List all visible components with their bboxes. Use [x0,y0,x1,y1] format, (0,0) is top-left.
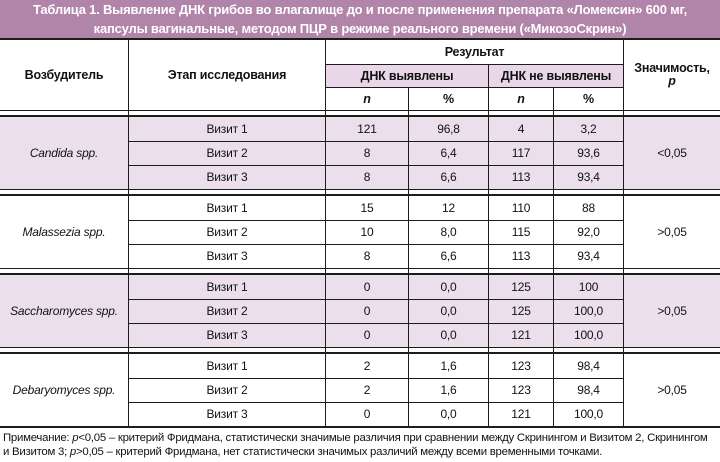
detected-n-cell: 2 [325,354,408,378]
detected-n-cell: 8 [325,244,408,268]
not-detected-n-cell: 123 [488,354,553,378]
stage-cell: Визит 3 [128,323,325,347]
not-detected-n-cell: 113 [488,165,553,189]
header-pathogen: Возбудитель [24,67,104,82]
header-significance-p: p [668,74,676,88]
footnote-text-2: >0,05 – критерий Фридмана, нет статистич… [76,446,603,458]
detected-n-cell: 0 [325,402,408,426]
table-title-bar: Таблица 1. Выявление ДНК грибов во влага… [0,0,720,40]
stage-cell: Визит 3 [128,244,325,268]
header-result: Результат [325,40,623,64]
significance-value: >0,05 [623,196,720,268]
detected-n-cell: 0 [325,323,408,347]
table-title-line2: капсулы вагинальные, методом ПЦР в режим… [93,21,627,36]
pathogen-name: Malassezia spp. [22,224,106,239]
not-detected-n-cell: 123 [488,378,553,402]
pathogen-name: Saccharomyces spp. [10,303,118,318]
not-detected-n-cell: 125 [488,299,553,323]
header-dna-detected: ДНК выявлены [325,64,488,87]
significance-value: >0,05 [623,354,720,426]
detected-n-cell: 2 [325,378,408,402]
stage-cell: Визит 2 [128,220,325,244]
not-detected-n-cell: 117 [488,141,553,165]
header-significance-word: Значимость, [634,61,710,75]
stage-cell: Визит 3 [128,402,325,426]
not-detected-n-cell: 113 [488,244,553,268]
footnote-p-symbol: p [69,446,77,458]
footnote-text-1: <0,05 – критерий Фридмана, статистически… [3,432,708,458]
detected-pct-cell: 0,0 [408,299,488,323]
footnote-p-symbol: p [72,432,79,444]
stage-cell: Визит 2 [128,141,325,165]
not-detected-pct-cell: 92,0 [553,220,623,244]
section-saccharomyces: Saccharomyces spp. Визит 1 0 0,0 125 100… [0,275,720,347]
stage-cell: Визит 2 [128,378,325,402]
not-detected-pct-cell: 93,4 [553,165,623,189]
section-divider [0,347,720,354]
pathogen-name: Candida spp. [29,145,99,160]
significance-value: >0,05 [623,275,720,347]
detected-pct-cell: 8,0 [408,220,488,244]
detected-pct-cell: 1,6 [408,354,488,378]
detected-pct-cell: 96,8 [408,117,488,141]
significance-value: <0,05 [623,117,720,189]
section-divider [0,189,720,196]
detected-pct-cell: 0,0 [408,323,488,347]
stage-cell: Визит 1 [128,354,325,378]
detected-pct-cell: 0,0 [408,275,488,299]
section-malassezia: Malassezia spp. Визит 1 15 12 110 88 Виз… [0,196,720,268]
header-dna-not-detected: ДНК не выявлены [488,64,623,87]
stage-cell: Визит 1 [128,275,325,299]
header-n-detected: n [325,87,408,110]
detected-pct-cell: 1,6 [408,378,488,402]
not-detected-pct-cell: 3,2 [553,117,623,141]
detected-pct-cell: 0,0 [408,402,488,426]
header-significance: Значимость, p [623,40,720,110]
not-detected-pct-cell: 100,0 [553,402,623,426]
detected-n-cell: 121 [325,117,408,141]
not-detected-pct-cell: 93,6 [553,141,623,165]
detected-n-cell: 10 [325,220,408,244]
stage-cell: Визит 1 [128,196,325,220]
not-detected-pct-cell: 100,0 [553,323,623,347]
not-detected-n-cell: 125 [488,275,553,299]
not-detected-n-cell: 4 [488,117,553,141]
stage-cell: Визит 2 [128,299,325,323]
not-detected-n-cell: 110 [488,196,553,220]
not-detected-pct-cell: 100,0 [553,299,623,323]
not-detected-pct-cell: 98,4 [553,378,623,402]
not-detected-pct-cell: 98,4 [553,354,623,378]
detected-n-cell: 0 [325,299,408,323]
detected-pct-cell: 6,6 [408,165,488,189]
not-detected-pct-cell: 93,4 [553,244,623,268]
section-divider [0,268,720,275]
header-pct-not-detected: % [553,87,623,110]
detected-pct-cell: 6,4 [408,141,488,165]
section-debaryomyces: Debaryomyces spp. Визит 1 2 1,6 123 98,4… [0,354,720,428]
stage-cell: Визит 3 [128,165,325,189]
section-candida: Candida spp. Визит 1 121 96,8 4 3,2 Визи… [0,117,720,189]
table-header: Возбудитель Этап исследования Результат … [0,40,720,110]
footnote: Примечание: p<0,05 – критерий Фридмана, … [0,428,720,459]
detected-n-cell: 15 [325,196,408,220]
detected-pct-cell: 6,6 [408,244,488,268]
not-detected-pct-cell: 100 [553,275,623,299]
not-detected-pct-cell: 88 [553,196,623,220]
pathogen-name: Debaryomyces spp. [12,382,116,397]
detected-pct-cell: 12 [408,196,488,220]
detected-n-cell: 8 [325,165,408,189]
header-n-not-detected: n [488,87,553,110]
stage-cell: Визит 1 [128,117,325,141]
footnote-prefix: Примечание: [3,432,73,444]
header-stage: Этап исследования [128,40,325,110]
header-pct-detected: % [408,87,488,110]
not-detected-n-cell: 121 [488,402,553,426]
detected-n-cell: 0 [325,275,408,299]
section-divider [0,110,720,117]
not-detected-n-cell: 115 [488,220,553,244]
not-detected-n-cell: 121 [488,323,553,347]
table-title-line1: Таблица 1. Выявление ДНК грибов во влага… [32,2,688,17]
detected-n-cell: 8 [325,141,408,165]
